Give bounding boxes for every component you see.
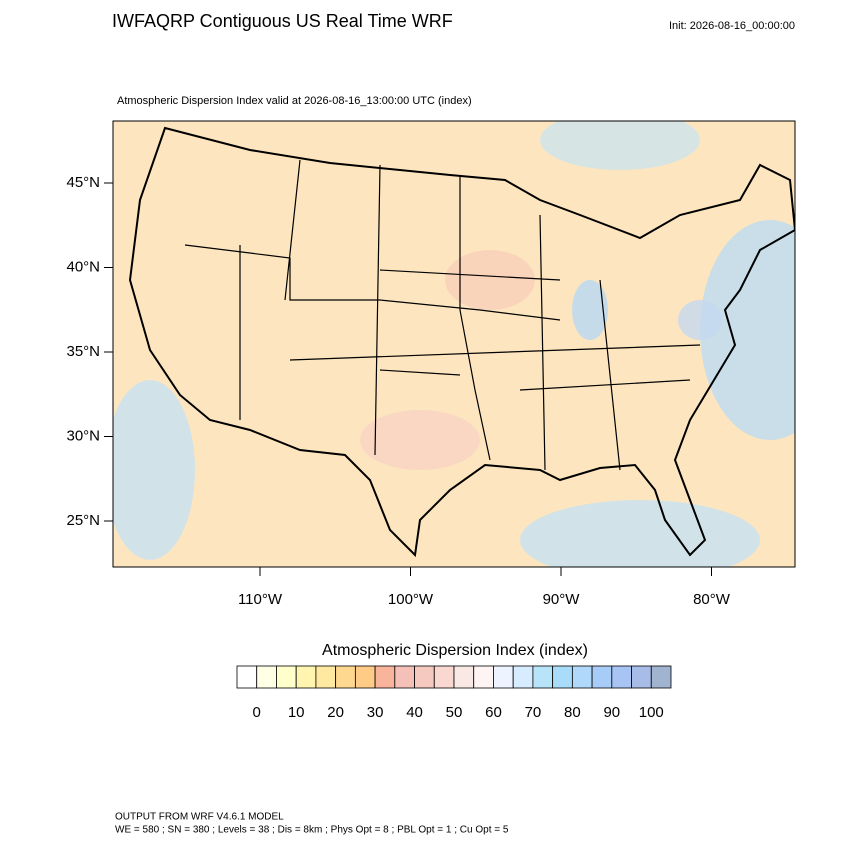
map-subtitle: Atmospheric Dispersion Index valid at 20…: [117, 95, 472, 107]
colorbar-box: [256, 665, 277, 689]
colorbar-label: 90: [603, 704, 620, 721]
field-patch: [113, 380, 195, 560]
colorbar-label: 0: [253, 704, 261, 721]
field-patch: [678, 300, 722, 340]
colorbar-label: 80: [564, 704, 581, 721]
lat-label: 45°N: [66, 174, 100, 191]
colorbar-label: 60: [485, 704, 502, 721]
colorbar-box: [236, 665, 258, 689]
colorbar-label: 50: [446, 704, 463, 721]
colorbar-box: [453, 665, 475, 689]
lon-label: 110°W: [238, 591, 283, 608]
field-patch: [520, 500, 760, 567]
title: IWFAQRP Contiguous US Real Time WRF: [112, 11, 453, 31]
lat-label: 30°N: [66, 427, 100, 444]
colorbar-label: 20: [327, 704, 344, 721]
colorbar-box: [414, 665, 435, 689]
field-patch: [700, 220, 795, 440]
colorbar-box: [354, 665, 376, 689]
colorbar-box: [473, 665, 494, 689]
colorbar-box: [631, 665, 652, 689]
colorbar-box: [276, 665, 297, 689]
field-patch: [540, 121, 700, 170]
lat-label: 25°N: [66, 512, 100, 529]
colorbar-label: 40: [406, 704, 423, 721]
field-patch: [360, 410, 480, 470]
field-patch: [572, 280, 608, 340]
colorbar-box: [295, 665, 317, 689]
colorbar-label: 70: [525, 704, 542, 721]
colorbar-box: [591, 665, 613, 689]
lon-label: 90°W: [543, 591, 581, 608]
init-time: Init: 2026-08-16_00:00:00: [669, 20, 795, 32]
state-borders: [184, 159, 701, 471]
colorbar-box: [394, 665, 415, 689]
colorbar-box: [650, 665, 672, 689]
colorbar-label: 10: [288, 704, 305, 721]
colorbar-box: [532, 665, 554, 689]
colorbar-label: 100: [639, 704, 664, 721]
colorbar-box: [512, 665, 534, 689]
colorbar-box: [493, 665, 514, 689]
footer-line: OUTPUT FROM WRF V4.6.1 MODEL: [115, 812, 284, 823]
colorbar-box: [315, 665, 337, 689]
us-outline: [128, 126, 795, 558]
colorbar-box: [571, 665, 593, 689]
colorbar-box: [335, 665, 356, 689]
colorbar-box: [433, 665, 455, 689]
field-background: [113, 121, 795, 567]
lon-label: 100°W: [388, 591, 434, 608]
lon-label: 80°W: [693, 591, 731, 608]
lat-label: 35°N: [66, 343, 100, 360]
colorbar-box: [611, 665, 632, 689]
field-patch: [445, 250, 535, 310]
map-frame: [112, 120, 796, 568]
colorbar-box: [552, 665, 573, 689]
colorbar-box: [374, 665, 396, 689]
map-field: [113, 121, 795, 567]
colorbar-title: Atmospheric Dispersion Index (index): [322, 642, 588, 659]
footer-line: WE = 580 ; SN = 380 ; Levels = 38 ; Dis …: [115, 825, 509, 836]
lat-label: 40°N: [66, 258, 100, 275]
colorbar-label: 30: [367, 704, 384, 721]
